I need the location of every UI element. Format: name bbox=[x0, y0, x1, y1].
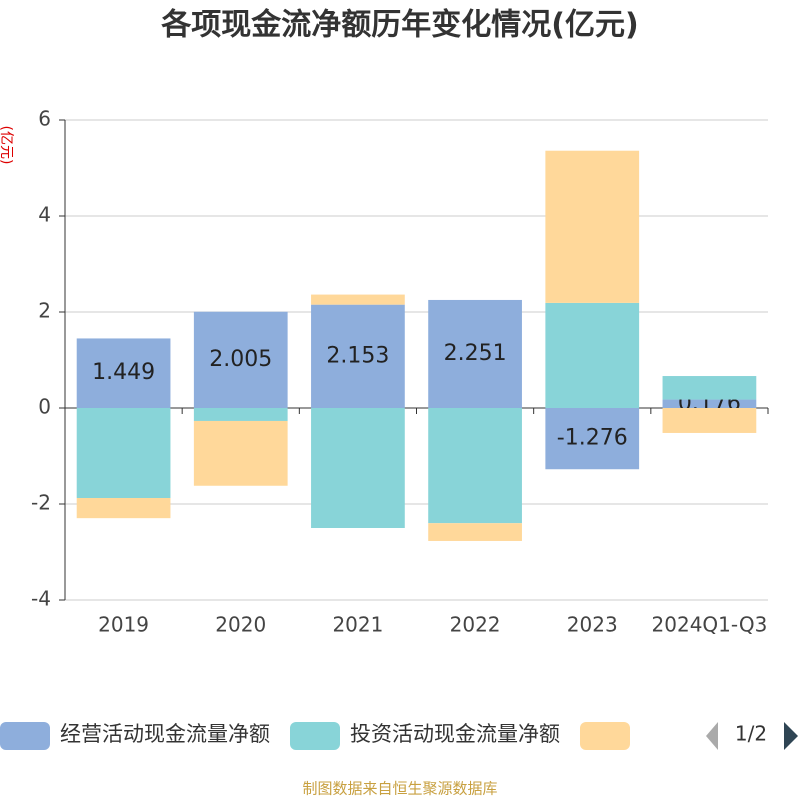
x-tick-label: 2020 bbox=[215, 613, 266, 637]
x-tick-label: 2019 bbox=[98, 613, 149, 637]
legend-prev[interactable] bbox=[706, 722, 718, 750]
bar bbox=[662, 408, 757, 433]
legend-swatch bbox=[0, 722, 50, 750]
bar bbox=[311, 294, 405, 305]
y-axis-label: (亿元) bbox=[0, 126, 14, 165]
data-label: -1.276 bbox=[557, 426, 628, 451]
source: 制图数据来自恒生聚源数据库 bbox=[302, 780, 497, 798]
x-tick-label: 2021 bbox=[332, 613, 383, 637]
x-tick-label: 2024Q1-Q3 bbox=[652, 613, 768, 637]
bar bbox=[428, 408, 522, 524]
x-tick-label: 2023 bbox=[567, 613, 618, 637]
bar bbox=[76, 338, 171, 408]
bar bbox=[545, 150, 640, 303]
bar bbox=[311, 408, 405, 528]
y-tick-label: 2 bbox=[38, 299, 51, 323]
chart-title: 各项现金流净额历年变化情况(亿元) bbox=[160, 8, 638, 43]
y-tick-label: 4 bbox=[38, 203, 51, 227]
legend-page: 1/2 bbox=[735, 722, 767, 746]
bar bbox=[428, 523, 522, 541]
data-label: 2.153 bbox=[326, 343, 389, 368]
data-label: 1.449 bbox=[92, 360, 155, 385]
y-tick-label: 6 bbox=[38, 107, 51, 131]
legend-label: 经营活动现金流量净额 bbox=[60, 722, 270, 746]
legend-swatch bbox=[580, 722, 630, 750]
bar bbox=[428, 299, 522, 408]
bar bbox=[76, 498, 171, 519]
bar bbox=[662, 399, 757, 408]
bar bbox=[193, 420, 288, 486]
legend-next[interactable] bbox=[784, 722, 798, 750]
bar bbox=[662, 376, 757, 400]
y-tick-label: -4 bbox=[31, 587, 51, 611]
data-label: 2.251 bbox=[444, 341, 507, 366]
bar bbox=[193, 311, 288, 408]
legend-swatch bbox=[290, 722, 340, 750]
bar bbox=[76, 408, 171, 498]
legend-label: 投资活动现金流量净额 bbox=[350, 722, 560, 746]
y-tick-label: -2 bbox=[31, 491, 51, 515]
bar bbox=[193, 408, 288, 421]
x-tick-label: 2022 bbox=[450, 613, 501, 637]
bar bbox=[545, 408, 640, 470]
y-tick-label: 0 bbox=[38, 395, 51, 419]
bar bbox=[311, 304, 405, 408]
data-label: 2.005 bbox=[209, 347, 272, 372]
bar bbox=[545, 302, 640, 408]
